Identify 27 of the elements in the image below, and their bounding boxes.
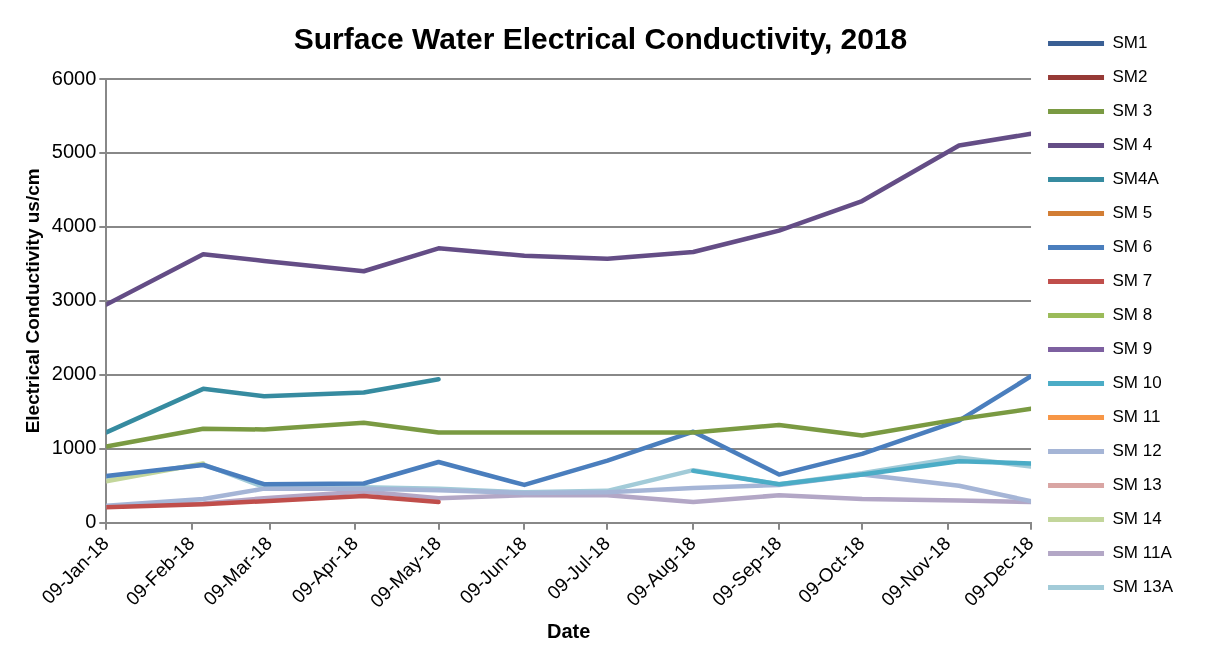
legend-label: SM 6 [1112,237,1153,257]
legend-label: SM 4 [1112,135,1153,155]
legend-label: SM 5 [1112,203,1153,223]
legend-label: SM4A [1112,169,1160,189]
legend-label: SM 11 [1112,407,1161,427]
y-tick-label: 5000 [51,140,97,163]
legend-label: SM 3 [1112,101,1153,121]
legend-label: SM 9 [1112,339,1153,359]
legend-label: SM 13 [1112,475,1162,495]
legend-label: SM 14 [1112,509,1162,529]
legend-label: SM 7 [1112,271,1153,291]
y-tick-label: 3000 [51,288,97,311]
y-tick-label: 0 [85,510,97,533]
legend-label: SM2 [1112,67,1148,87]
legend-label: SM 8 [1112,305,1153,325]
y-tick-label: 6000 [51,66,97,89]
y-tick-label: 2000 [51,362,97,385]
legend-label: SM1 [1112,33,1148,53]
legend-label: SM 13A [1112,577,1174,597]
legend-label: SM 11A [1112,543,1173,563]
y-axis-title: Electrical Conductivity us/cm [21,168,43,434]
chart-title: Surface Water Electrical Conductivity, 2018 [293,22,908,56]
y-tick-label: 4000 [51,214,97,237]
y-tick-label: 1000 [51,436,97,459]
x-axis-title: Date [546,619,591,642]
legend-label: SM 12 [1112,441,1162,461]
legend-label: SM 10 [1112,373,1162,393]
